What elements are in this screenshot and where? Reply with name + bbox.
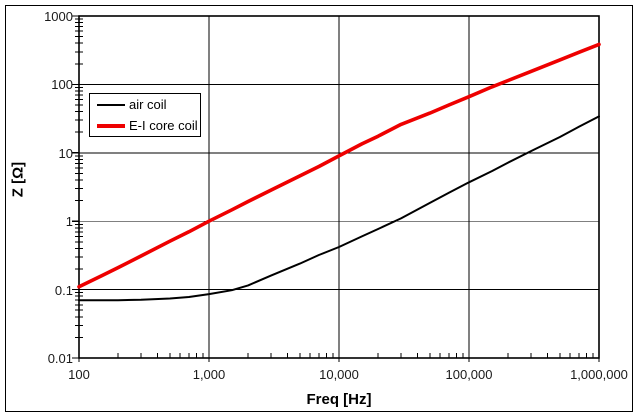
legend-label-ei-core-coil: E-I core coil	[129, 117, 198, 133]
series-line-air-coil	[78, 115, 600, 302]
legend-label-air-coil: air coil	[129, 96, 167, 112]
x-tick-label: 1,000	[192, 367, 226, 382]
x-axis-title: Freq [Hz]	[306, 391, 372, 408]
y-tick-label: 0.1	[54, 282, 73, 298]
x-tick-label: 10,000	[319, 367, 359, 382]
y-tick-label: 1000	[44, 9, 73, 24]
y-tick-label: 0.01	[47, 351, 73, 366]
air-coil-line-swatch	[97, 103, 125, 106]
x-tick-label: 100,000	[445, 367, 493, 382]
series-line-e-i-core-coil	[77, 42, 601, 289]
y-axis-title: Z [Ω]	[9, 161, 27, 198]
ei-core-coil-line-swatch	[97, 123, 125, 128]
x-tick-label: 1,000,000	[570, 367, 628, 382]
x-tick-label: 100	[68, 367, 90, 382]
legend-item-ei-core-coil: E-I core coil	[90, 118, 200, 134]
figure-border	[5, 5, 633, 412]
y-tick-label: 1	[65, 214, 73, 230]
legend: air coil E-I core coil	[89, 93, 201, 137]
legend-item-air-coil: air coil	[90, 97, 200, 113]
y-tick-label: 100	[51, 77, 73, 93]
y-tick-label: 10	[58, 145, 73, 161]
